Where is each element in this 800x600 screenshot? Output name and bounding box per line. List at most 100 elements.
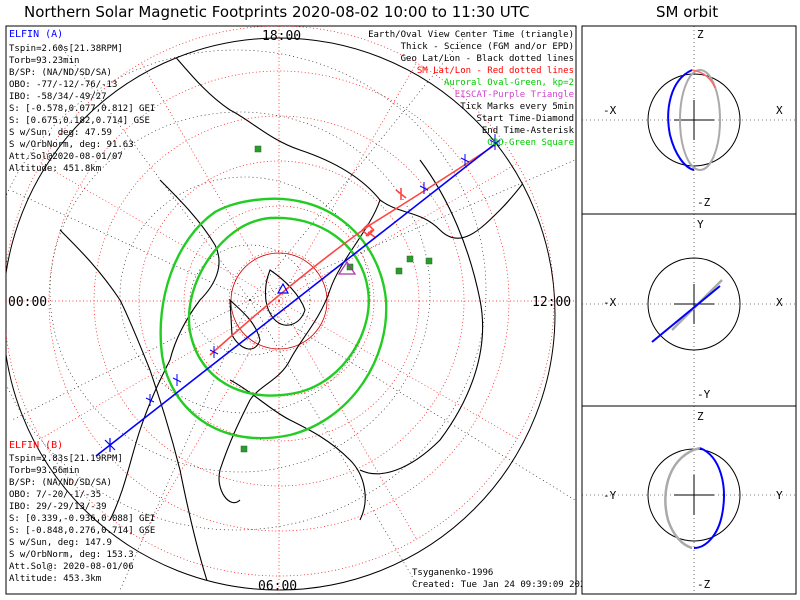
elfin-a-line: S w/OrbNorm, deg: 91.63 <box>9 140 134 150</box>
elfin-a-tick <box>172 374 182 386</box>
axis-label-left: -X <box>603 296 617 309</box>
continents <box>59 39 555 590</box>
elfin-a-line: OBO: -77/-12/-76/-13 <box>9 80 117 90</box>
axis-label-bottom: -Y <box>697 388 711 401</box>
elfin-a-track <box>95 134 501 457</box>
elfin-b-orbit-segment <box>691 69 716 89</box>
elfin-b-orbit <box>664 446 701 550</box>
elfin-b-line: S w/OrbNorm, deg: 153.3 <box>9 550 134 560</box>
elfin-a-line: B/SP: (NA/ND/SD/SA) <box>9 68 112 78</box>
coastline-greenland <box>109 179 220 521</box>
orbit-panel-yz: Z -Z -Y Y <box>581 405 797 595</box>
elfin-a-line: Att.Sol@2020-08-01/07 <box>9 152 123 162</box>
elfin-a-line: Torb=93.23min <box>9 56 79 66</box>
elfin-a-line: S w/Sun, deg: 47.59 <box>9 128 112 138</box>
elfin-a-center-triangle <box>276 282 290 294</box>
elfin-a-tick <box>460 154 470 166</box>
elfin-a-start-asterisk <box>489 134 501 150</box>
coastline-europe <box>218 199 381 503</box>
axis-label-left: -Y <box>603 489 617 502</box>
orbit-panel-frame <box>581 405 797 595</box>
legend-item: SM Lat/Lon - Red dotted lines <box>417 66 574 76</box>
elfin-a-name: ELFIN (A) <box>9 29 63 40</box>
legend-item: Earth/Oval View Center Time (triangle) <box>368 30 574 40</box>
coastline-iceland <box>229 298 261 350</box>
axis-label-right: X <box>776 296 783 309</box>
created-label: Created: Tue Jan 24 09:39:09 2023 <box>412 580 591 590</box>
footer: Tsyganenko-1996 Created: Tue Jan 24 09:3… <box>412 568 591 590</box>
elfin-b-line: OBO: 7/-20/-1/-35 <box>9 490 101 500</box>
axis-label-right: X <box>776 104 783 117</box>
model-label: Tsyganenko-1996 <box>412 568 493 578</box>
elfin-b-end-asterisk <box>395 188 407 200</box>
orbit-panel-xy: Y -Y -X X <box>581 213 797 407</box>
auroral-oval <box>159 197 388 440</box>
gbo-station <box>425 257 433 265</box>
coastline-asia <box>359 159 484 475</box>
coastline-north-america <box>59 229 211 590</box>
elfin-b-track <box>209 142 499 356</box>
elfin-a-tick <box>145 394 155 406</box>
legend-item: Start Time-Diamond <box>476 114 574 124</box>
elfin-a-tick <box>419 182 429 194</box>
legend-item: Tick Marks every 5min <box>460 102 574 112</box>
axis-label-top: Z <box>697 410 704 423</box>
axis-label-top: Y <box>697 218 704 231</box>
elfin-a-tick <box>209 346 219 358</box>
legend-item: Thick - Science (FGM and/or EPD) <box>401 42 574 52</box>
elfin-a-line: Altitude: 451.8km <box>9 164 101 174</box>
elfin-a-line: IBO: -58/34/-49/27 <box>9 92 107 102</box>
elfin-b-line: Altitude: 453.3km <box>9 574 101 584</box>
elfin-a-orbit <box>651 285 721 343</box>
auroral-oval-poleward <box>187 216 370 397</box>
elfin-b-info: ELFIN (B) Tspin=2.83s[21.19RPM] Torb=93.… <box>9 440 155 584</box>
mlt-label-right: 12:00 <box>532 295 571 310</box>
legend-item: Auroral Oval-Green, kp=2 <box>444 78 574 88</box>
mlt-label-top: 18:00 <box>262 29 301 44</box>
orbit-title: SM orbit <box>656 3 719 21</box>
axis-label-right: Y <box>776 489 783 502</box>
mlt-label-bottom: 06:00 <box>258 579 297 594</box>
elfin-b-line: Att.Sol@: 2020-08-01/06 <box>9 562 134 572</box>
elfin-a-line: Tspin=2.60s[21.38RPM] <box>9 44 123 54</box>
legend: Earth/Oval View Center Time (triangle) T… <box>368 30 574 148</box>
eiscat-marker <box>337 260 357 275</box>
axis-label-top: Z <box>697 28 704 41</box>
elfin-b-line: S w/Sun, deg: 147.9 <box>9 538 112 548</box>
mlt-label-left: 00:00 <box>8 295 47 310</box>
elfin-b-line: Torb=93.56min <box>9 466 79 476</box>
legend-item: Geo Lat/Lon - Black dotted lines <box>401 54 574 64</box>
gbo-station <box>395 267 403 275</box>
coastline-svalbard <box>264 269 306 326</box>
gbo-station <box>240 445 248 453</box>
elfin-a-footprint-line <box>95 139 501 457</box>
legend-item: EISCAT-Purple Triangle <box>455 90 574 100</box>
elfin-b-line: S: [0.339,-0.936,0.088] GEI <box>9 514 155 524</box>
map-frame <box>5 25 577 595</box>
axis-label-left: -X <box>603 104 617 117</box>
orbit-panel-xz: Z -Z -X X <box>581 25 797 215</box>
axis-label-bottom: -Z <box>697 196 711 209</box>
elfin-a-line: S: [-0.578,0.077,0.812] GEI <box>9 104 155 114</box>
coastline-eurasia-north <box>159 39 555 239</box>
elfin-b-line: S: [-0.848,0.276,0.714] GSE <box>9 526 155 536</box>
auroral-oval-equatorward <box>159 197 388 440</box>
gbo-station <box>406 255 414 263</box>
elfin-b-line: Tspin=2.83s[21.19RPM] <box>9 454 123 464</box>
plot-title: Northern Solar Magnetic Footprints 2020-… <box>24 3 530 21</box>
axis-label-bottom: -Z <box>697 578 711 591</box>
legend-item: End Time-Asterisk <box>482 126 575 136</box>
coastline-africa <box>229 379 366 521</box>
elfin-a-end-asterisk <box>104 438 116 452</box>
elfin-a-orbit <box>667 69 695 171</box>
elfin-a-orbit <box>693 447 725 549</box>
elfin-b-line: B/SP: (NA/ND/SD/SA) <box>9 478 112 488</box>
elfin-b-start-diamond <box>361 223 375 237</box>
orbit-panel-frame <box>581 213 797 407</box>
legend-item: GBO-Green Square <box>487 138 574 148</box>
elfin-b-name: ELFIN (B) <box>9 440 63 451</box>
elfin-b-orbit <box>679 69 721 171</box>
elfin-a-line: S: [0.675,0.182,0.714] GSE <box>9 116 150 126</box>
